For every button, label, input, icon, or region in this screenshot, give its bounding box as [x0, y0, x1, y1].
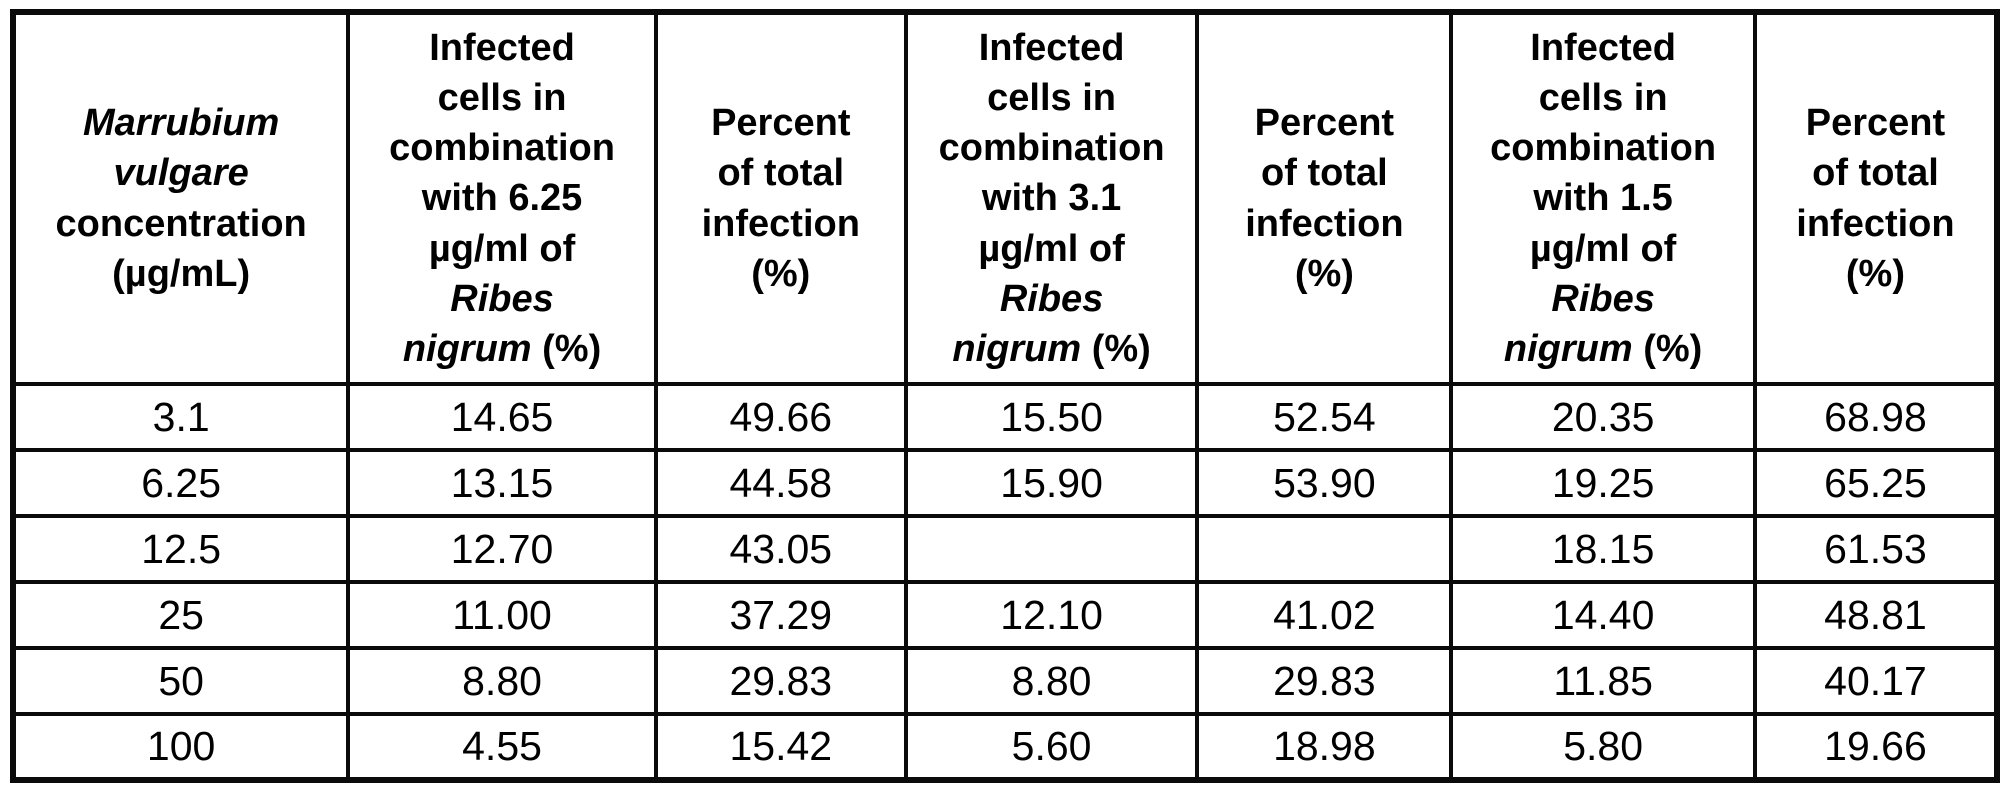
header-text: Infected cells in combination with 6.25 …: [389, 26, 615, 270]
column-header-marrubium-vulgare-concentration: Marrubium vulgare concentration (µg/mL): [10, 10, 351, 386]
header-species-name: Ribes nigrum: [1503, 277, 1655, 370]
table-row-4: 25 11.00 37.29 12.10 41.02 14.40 48.81: [10, 580, 2000, 650]
table-header-row: Marrubium vulgare concentration (µg/mL) I…: [10, 10, 2000, 386]
table-cell: 12.70: [346, 514, 658, 584]
table-cell: 53.90: [1195, 448, 1454, 518]
table-cell: 12.10: [903, 580, 1200, 650]
table-cell: 41.02: [1195, 580, 1454, 650]
table-cell: 15.42: [653, 712, 908, 782]
table-cell: 29.83: [653, 646, 908, 716]
table-cell: 52.54: [1195, 382, 1454, 452]
table-cell: 29.83: [1195, 646, 1454, 716]
table-cell: 13.15: [346, 448, 658, 518]
table-cell: 19.66: [1752, 712, 2000, 782]
table-cell: 8.80: [346, 646, 658, 716]
header-species-name: Ribes nigrum: [952, 277, 1104, 370]
table-cell: 65.25: [1752, 448, 2000, 518]
table-cell: 100: [10, 712, 351, 782]
table-cell-empty: [903, 514, 1200, 584]
header-text: (%): [1081, 327, 1151, 370]
table-cell: 18.98: [1195, 712, 1454, 782]
column-header-percent-total-infection-3: Percent of total infection (%): [1752, 10, 2000, 386]
table-cell: 19.25: [1449, 448, 1757, 518]
table-cell: 8.80: [903, 646, 1200, 716]
table-header: Marrubium vulgare concentration (µg/mL) I…: [10, 10, 2000, 386]
table-cell: 68.98: [1752, 382, 2000, 452]
table-cell: 61.53: [1752, 514, 2000, 584]
header-species-name: Ribes nigrum: [402, 277, 554, 370]
table-cell: 50: [10, 646, 351, 716]
table-cell: 20.35: [1449, 382, 1757, 452]
header-text: Percent of total infection (%): [701, 102, 860, 295]
column-header-percent-total-infection-1: Percent of total infection (%): [653, 10, 908, 386]
table-cell: 11.85: [1449, 646, 1757, 716]
table-cell: 3.1: [10, 382, 351, 452]
table-body: 3.1 14.65 49.66 15.50 52.54 20.35 68.98 6.25 13.…: [10, 382, 2000, 782]
table-cell-empty: [1195, 514, 1454, 584]
table-cell: 40.17: [1752, 646, 2000, 716]
header-text: (%): [1632, 327, 1703, 370]
column-header-infected-cells-3-1: Infected cells in combination with 3.1 µ…: [903, 10, 1200, 386]
header-species-name: Marrubium vulgare: [82, 102, 280, 195]
table-cell: 4.55: [346, 712, 658, 782]
table-cell: 25: [10, 580, 351, 650]
table-cell: 14.65: [346, 382, 658, 452]
infection-results-table: Marrubium vulgare concentration (µg/mL) I…: [10, 9, 2000, 783]
header-text: concentration (µg/mL): [55, 202, 307, 295]
table-cell: 37.29: [653, 580, 908, 650]
table-cell: 48.81: [1752, 580, 2000, 650]
header-text: (%): [531, 327, 602, 370]
table-row-1: 3.1 14.65 49.66 15.50 52.54 20.35 68.98: [10, 382, 2000, 452]
table-row-3: 12.5 12.70 43.05 18.15 61.53: [10, 514, 2000, 584]
table-cell: 49.66: [653, 382, 908, 452]
header-text: Infected cells in combination with 1.5 µ…: [1490, 26, 1717, 270]
header-text: Infected cells in combination with 3.1 µ…: [938, 26, 1165, 270]
table-cell: 44.58: [653, 448, 908, 518]
table-row-5: 50 8.80 29.83 8.80 29.83 11.85 40.17: [10, 646, 2000, 716]
header-text: Percent of total infection (%): [1245, 102, 1404, 295]
table-cell: 15.50: [903, 382, 1200, 452]
table-cell: 15.90: [903, 448, 1200, 518]
header-text: Percent of total infection (%): [1796, 102, 1955, 295]
table-cell: 6.25: [10, 448, 351, 518]
table-cell: 5.80: [1449, 712, 1757, 782]
table-cell: 12.5: [10, 514, 351, 584]
column-header-infected-cells-1-5: Infected cells in combination with 1.5 µ…: [1449, 10, 1757, 386]
table-cell: 14.40: [1449, 580, 1757, 650]
table-row-6: 100 4.55 15.42 5.60 18.98 5.80 19.66: [10, 712, 2000, 782]
table-cell: 43.05: [653, 514, 908, 584]
table-cell: 18.15: [1449, 514, 1757, 584]
table-cell: 11.00: [346, 580, 658, 650]
table-row-2: 6.25 13.15 44.58 15.90 53.90 19.25 65.25: [10, 448, 2000, 518]
table-cell: 5.60: [903, 712, 1200, 782]
column-header-percent-total-infection-2: Percent of total infection (%): [1195, 10, 1454, 386]
column-header-infected-cells-6-25: Infected cells in combination with 6.25 …: [346, 10, 658, 386]
